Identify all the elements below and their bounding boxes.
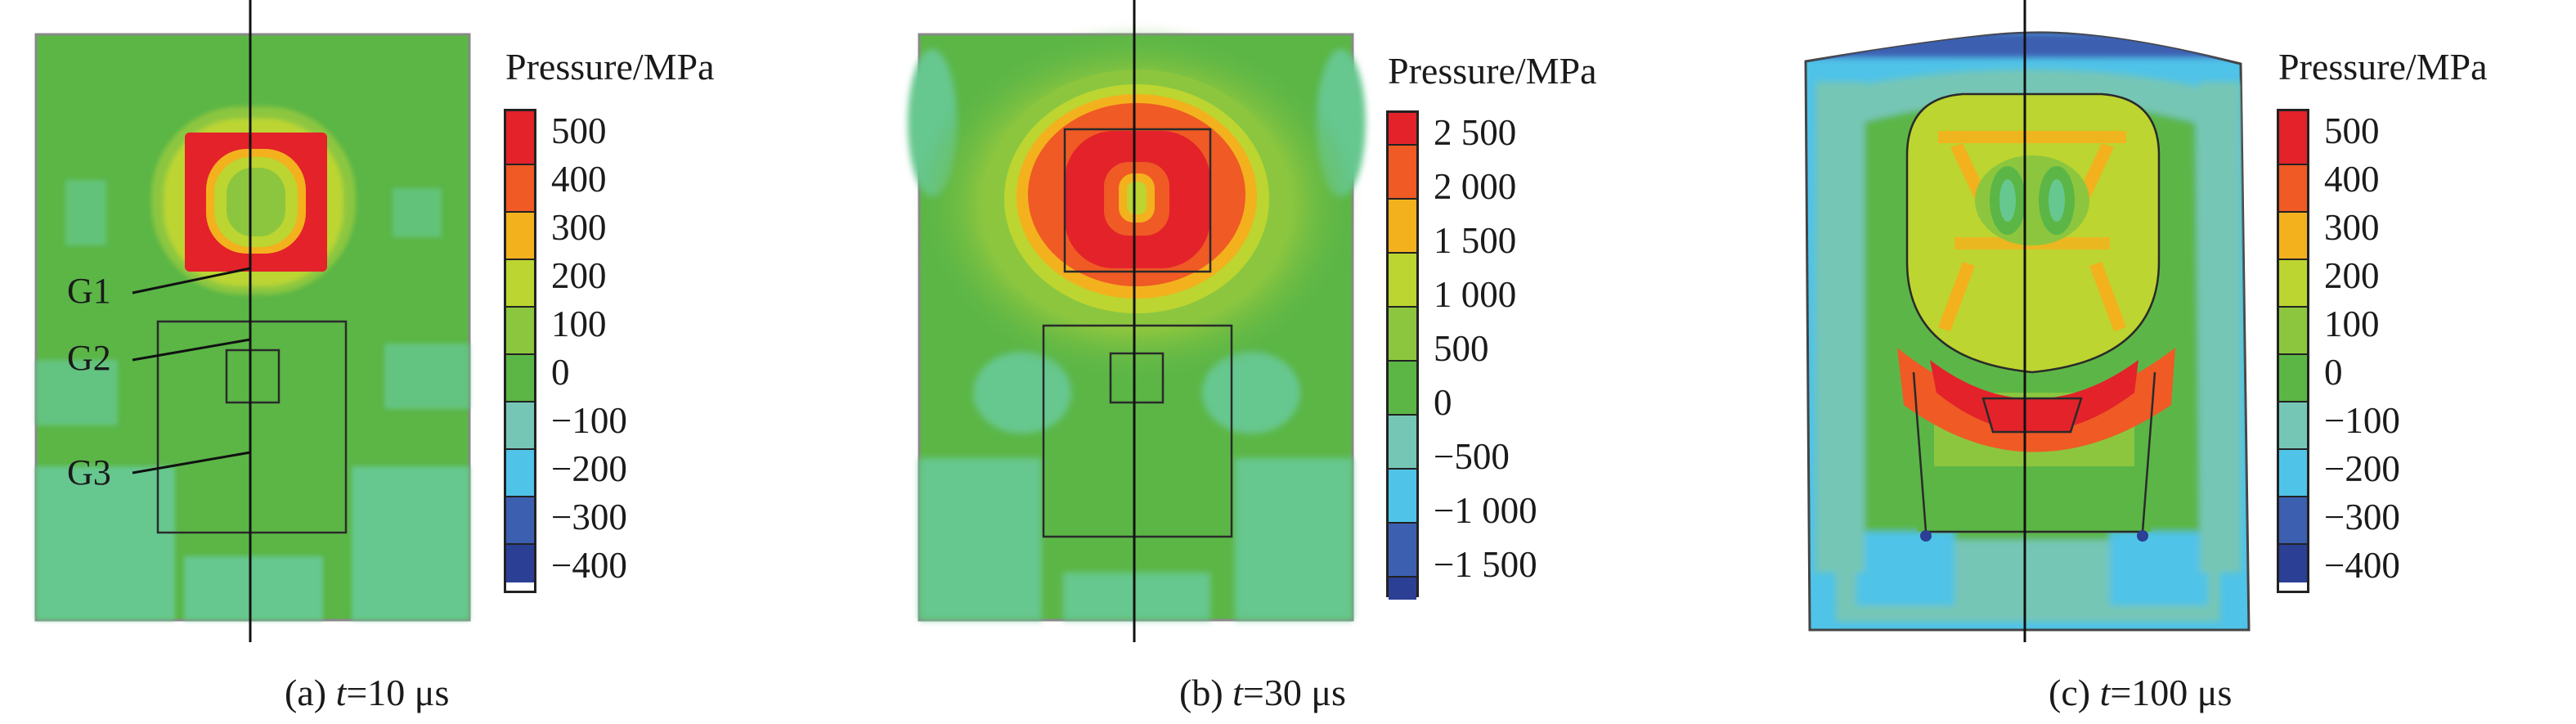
legend-title-b: Pressure/MPa — [1388, 50, 1597, 92]
legend-tick-b-2: 1 500 — [1434, 220, 1517, 261]
legend-tick-b-7: −1 000 — [1434, 490, 1537, 531]
legend-tick-a-6: −100 — [551, 400, 627, 441]
legend-tick-a-0: 500 — [551, 110, 607, 151]
legend-tick-b-4: 500 — [1434, 328, 1489, 369]
legend-tick-c-0: 500 — [2324, 110, 2380, 151]
legend-tick-a-5: 0 — [551, 352, 570, 393]
legend-tick-a-4: 100 — [551, 304, 607, 344]
legend-tick-a-7: −200 — [551, 448, 627, 489]
label-g2: G2 — [67, 338, 111, 378]
legend-tick-c-7: −200 — [2324, 448, 2400, 489]
colorbar-a — [504, 109, 536, 593]
colorbar-c — [2277, 109, 2309, 593]
legend-title-c: Pressure/MPa — [2278, 46, 2488, 88]
label-g1: G1 — [67, 271, 111, 311]
legend-tick-a-2: 300 — [551, 207, 607, 248]
legend-tick-c-2: 300 — [2324, 207, 2380, 248]
panel-b: Pressure/MPa 2 500 2 000 1 500 1 000 500… — [859, 0, 1717, 724]
legend-tick-c-4: 100 — [2324, 304, 2380, 344]
legend-tick-c-9: −400 — [2324, 545, 2400, 586]
legend-tick-a-1: 400 — [551, 159, 607, 200]
caption-c: (c) t=100 μs — [2049, 672, 2233, 713]
legend-tick-c-5: 0 — [2324, 352, 2343, 393]
legend-tick-b-8: −1 500 — [1434, 544, 1537, 585]
legend-tick-b-3: 1 000 — [1434, 274, 1517, 315]
legend-title-a: Pressure/MPa — [505, 46, 715, 88]
legend-tick-c-6: −100 — [2324, 400, 2400, 441]
caption-a: (a) t=10 μs — [285, 672, 450, 713]
legend-tick-c-1: 400 — [2324, 159, 2380, 200]
panel-a: G1 G2 G3 Pressure/MPa 500 400 300 200 10… — [0, 0, 859, 724]
legend-tick-c-8: −300 — [2324, 497, 2400, 537]
panel-c: Pressure/MPa 500 400 300 200 100 0 −100 … — [1717, 0, 2576, 724]
pressure-contour-plot-b — [908, 0, 1366, 642]
colorbar-b — [1386, 110, 1419, 600]
pressure-contour-plot-a — [34, 0, 471, 642]
legend-tick-a-8: −300 — [551, 497, 627, 537]
legend-tick-b-5: 0 — [1434, 382, 1452, 423]
legend-tick-b-6: −500 — [1434, 436, 1510, 477]
legend-tick-b-0: 2 500 — [1434, 112, 1517, 153]
pressure-contour-plot-c — [1804, 0, 2251, 642]
label-g3: G3 — [67, 452, 111, 492]
legend-tick-b-1: 2 000 — [1434, 166, 1517, 207]
legend-tick-a-9: −400 — [551, 545, 627, 586]
caption-b: (b) t=30 μs — [1179, 672, 1346, 713]
legend-tick-c-3: 200 — [2324, 255, 2380, 296]
legend-tick-a-3: 200 — [551, 255, 607, 296]
